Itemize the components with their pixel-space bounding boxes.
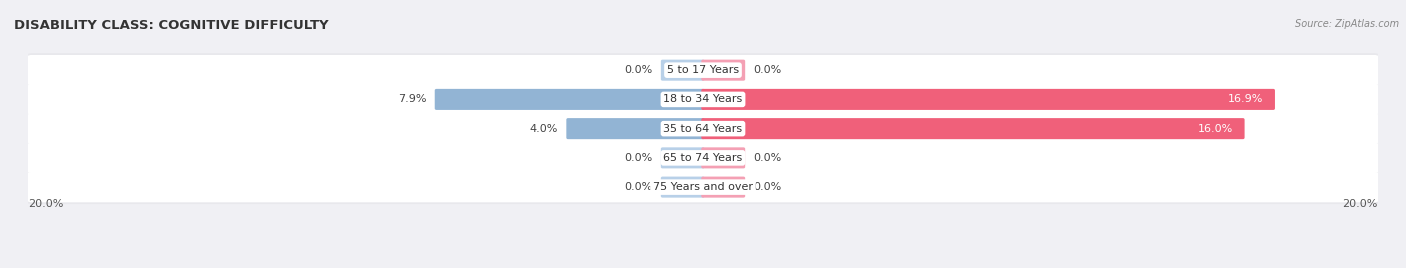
- Text: 0.0%: 0.0%: [624, 182, 652, 192]
- FancyBboxPatch shape: [702, 177, 745, 198]
- Text: 0.0%: 0.0%: [624, 65, 652, 75]
- Text: DISABILITY CLASS: COGNITIVE DIFFICULTY: DISABILITY CLASS: COGNITIVE DIFFICULTY: [14, 19, 329, 32]
- FancyBboxPatch shape: [702, 147, 745, 168]
- Text: 0.0%: 0.0%: [624, 153, 652, 163]
- Text: 0.0%: 0.0%: [754, 153, 782, 163]
- FancyBboxPatch shape: [567, 118, 704, 139]
- Text: 18 to 34 Years: 18 to 34 Years: [664, 94, 742, 105]
- FancyBboxPatch shape: [27, 84, 1379, 115]
- Text: Source: ZipAtlas.com: Source: ZipAtlas.com: [1295, 19, 1399, 29]
- FancyBboxPatch shape: [25, 112, 1381, 146]
- FancyBboxPatch shape: [702, 89, 1275, 110]
- Text: 20.0%: 20.0%: [28, 199, 63, 209]
- FancyBboxPatch shape: [25, 170, 1381, 204]
- Text: 0.0%: 0.0%: [754, 65, 782, 75]
- Text: 65 to 74 Years: 65 to 74 Years: [664, 153, 742, 163]
- Text: 16.0%: 16.0%: [1198, 124, 1233, 134]
- FancyBboxPatch shape: [661, 147, 704, 168]
- FancyBboxPatch shape: [661, 177, 704, 198]
- FancyBboxPatch shape: [702, 118, 1244, 139]
- FancyBboxPatch shape: [434, 89, 704, 110]
- Text: 35 to 64 Years: 35 to 64 Years: [664, 124, 742, 134]
- Text: 0.0%: 0.0%: [754, 182, 782, 192]
- FancyBboxPatch shape: [25, 83, 1381, 116]
- FancyBboxPatch shape: [25, 141, 1381, 175]
- Text: 75 Years and over: 75 Years and over: [652, 182, 754, 192]
- FancyBboxPatch shape: [27, 55, 1379, 85]
- FancyBboxPatch shape: [25, 53, 1381, 87]
- Text: 4.0%: 4.0%: [530, 124, 558, 134]
- FancyBboxPatch shape: [27, 143, 1379, 173]
- FancyBboxPatch shape: [661, 60, 704, 81]
- Text: 16.9%: 16.9%: [1227, 94, 1263, 105]
- Text: 5 to 17 Years: 5 to 17 Years: [666, 65, 740, 75]
- Text: 7.9%: 7.9%: [398, 94, 426, 105]
- FancyBboxPatch shape: [27, 172, 1379, 202]
- Text: 20.0%: 20.0%: [1343, 199, 1378, 209]
- FancyBboxPatch shape: [27, 113, 1379, 144]
- FancyBboxPatch shape: [702, 60, 745, 81]
